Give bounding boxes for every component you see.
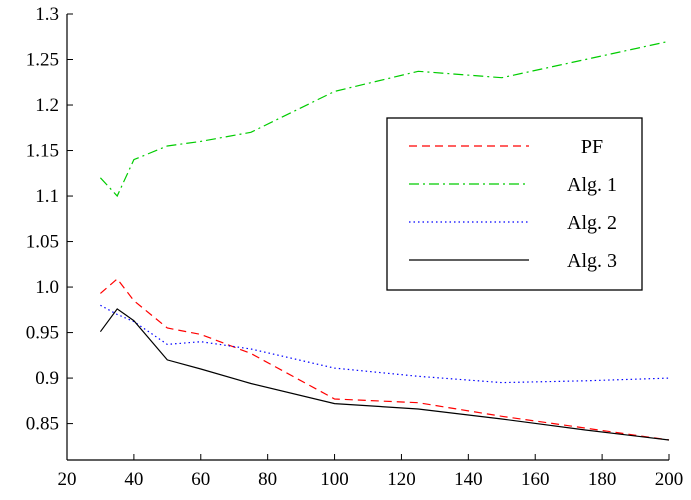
x-tick-label: 40 bbox=[124, 469, 143, 490]
x-tick-label: 200 bbox=[655, 469, 684, 490]
x-tick-label: 60 bbox=[191, 469, 210, 490]
y-tick-label: 1.05 bbox=[26, 232, 59, 253]
axes: 20 40 60 80 100 120 140 160 180 200 0.85 0.9 0.95 1.0… bbox=[26, 4, 684, 490]
legend-label-1: PF bbox=[581, 136, 603, 158]
y-tick-label: 0.9 bbox=[35, 368, 59, 389]
legend-label-2: Alg. 1 bbox=[567, 174, 617, 196]
y-tick-label: 1.1 bbox=[35, 186, 59, 207]
y-tick-label: 1.0 bbox=[35, 277, 59, 298]
series-line-1 bbox=[100, 278, 670, 441]
x-tick-label: 180 bbox=[588, 469, 617, 490]
y-tick-label: 0.85 bbox=[26, 414, 59, 435]
y-tick-label: 1.15 bbox=[26, 141, 59, 162]
legend-box bbox=[386, 117, 643, 291]
legend-label-4: Alg. 3 bbox=[567, 250, 617, 272]
series-line-4 bbox=[99, 308, 670, 441]
series-line-2 bbox=[99, 40, 670, 198]
series-line-3 bbox=[100, 304, 670, 384]
legend-label-3: Alg. 2 bbox=[567, 212, 617, 234]
y-tick-label: 1.3 bbox=[35, 4, 59, 25]
y-tick-label: 0.95 bbox=[26, 323, 59, 344]
x-tick-label: 140 bbox=[454, 469, 483, 490]
y-tick-label: 1.2 bbox=[35, 95, 59, 116]
x-tick-label: 100 bbox=[320, 469, 349, 490]
x-tick-label: 160 bbox=[521, 469, 550, 490]
x-tick-label: 80 bbox=[258, 469, 277, 490]
x-tick-label: 20 bbox=[58, 469, 77, 490]
legend: PF Alg. 1 Alg. 2 Alg. 3 bbox=[386, 117, 643, 291]
y-tick-label: 1.25 bbox=[26, 50, 59, 71]
series-lines bbox=[99, 40, 670, 441]
x-tick-label: 120 bbox=[387, 469, 416, 490]
